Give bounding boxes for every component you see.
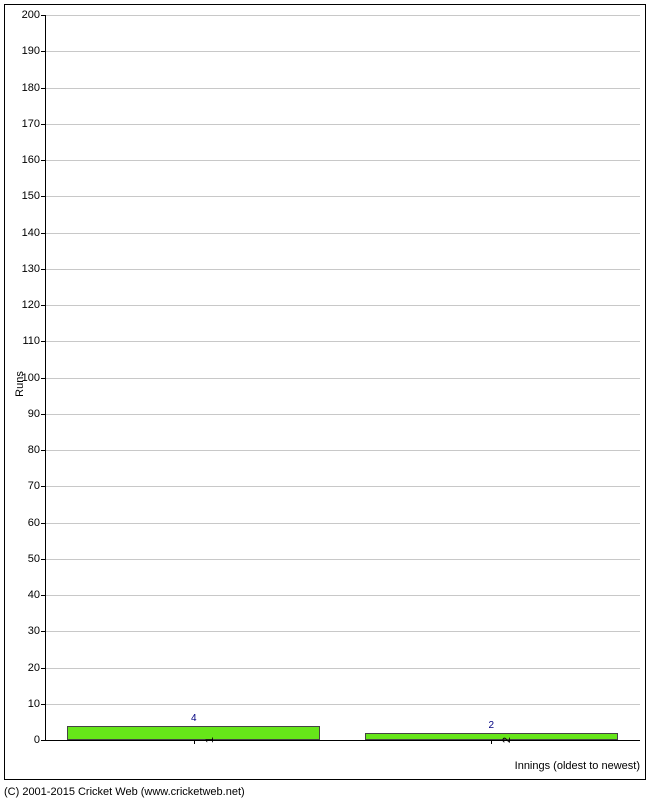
gridline: [45, 631, 640, 632]
y-tick-label: 40: [28, 589, 45, 601]
y-tick-label: 80: [28, 444, 45, 456]
gridline: [45, 196, 640, 197]
x-tick-label: 1: [194, 737, 216, 743]
y-axis-line: [45, 15, 46, 740]
chart-container: 0102030405060708090100110120130140150160…: [0, 0, 650, 800]
gridline: [45, 704, 640, 705]
gridline: [45, 595, 640, 596]
y-tick-label: 70: [28, 480, 45, 492]
gridline: [45, 378, 640, 379]
y-tick-label: 0: [34, 734, 45, 746]
y-tick-label: 200: [22, 9, 45, 21]
gridline: [45, 668, 640, 669]
y-tick-label: 50: [28, 553, 45, 565]
x-axis-line: [45, 740, 640, 741]
gridline: [45, 523, 640, 524]
y-tick-label: 90: [28, 408, 45, 420]
plot-area: 0102030405060708090100110120130140150160…: [45, 15, 640, 740]
y-tick-label: 170: [22, 118, 45, 130]
gridline: [45, 51, 640, 52]
y-tick-label: 10: [28, 698, 45, 710]
y-tick-label: 160: [22, 154, 45, 166]
gridline: [45, 124, 640, 125]
y-tick-label: 140: [22, 227, 45, 239]
bar-value-label: 4: [191, 713, 197, 724]
gridline: [45, 559, 640, 560]
gridline: [45, 486, 640, 487]
y-tick-label: 130: [22, 263, 45, 275]
y-tick-label: 110: [22, 335, 45, 347]
y-tick-label: 180: [22, 82, 45, 94]
y-axis-title: Runs: [14, 371, 26, 397]
x-axis-title: Innings (oldest to newest): [515, 760, 640, 772]
gridline: [45, 15, 640, 16]
gridline: [45, 269, 640, 270]
footer-copyright: (C) 2001-2015 Cricket Web (www.cricketwe…: [4, 786, 245, 798]
bar-value-label: 2: [488, 720, 494, 731]
x-tick-label: 2: [491, 737, 513, 743]
y-tick-label: 30: [28, 625, 45, 637]
y-tick-label: 190: [22, 45, 45, 57]
y-tick-label: 150: [22, 190, 45, 202]
y-tick-label: 120: [22, 299, 45, 311]
gridline: [45, 160, 640, 161]
y-tick-label: 60: [28, 517, 45, 529]
gridline: [45, 305, 640, 306]
gridline: [45, 341, 640, 342]
gridline: [45, 450, 640, 451]
gridline: [45, 233, 640, 234]
gridline: [45, 414, 640, 415]
y-tick-label: 20: [28, 662, 45, 674]
gridline: [45, 88, 640, 89]
